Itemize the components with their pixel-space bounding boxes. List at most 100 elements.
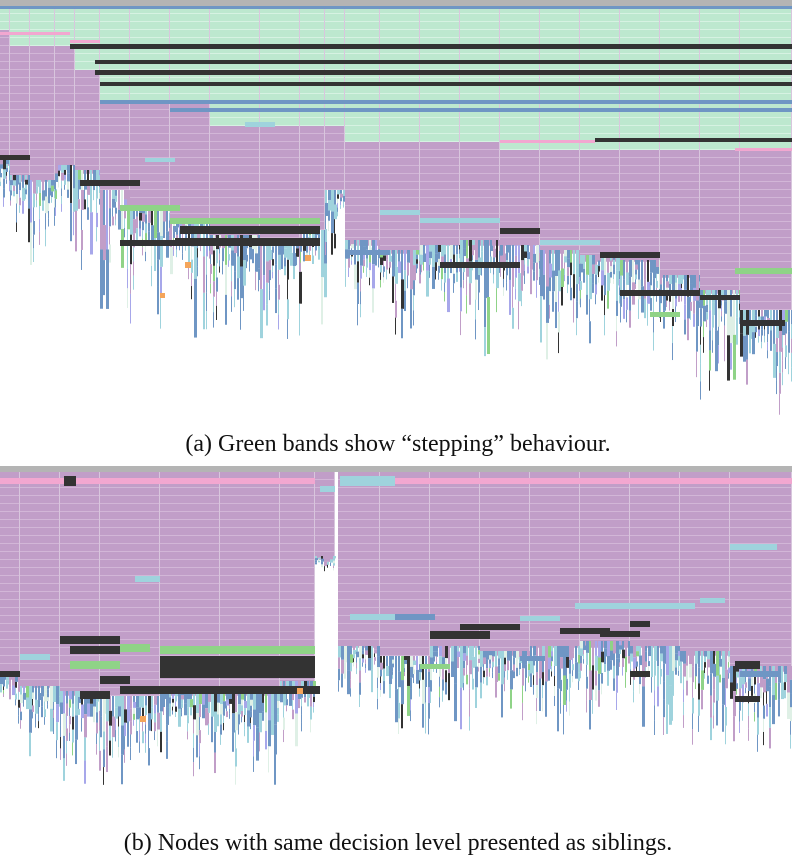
band (345, 158, 380, 166)
accent-block (80, 691, 110, 699)
root-segment (395, 250, 397, 267)
root-segment (692, 666, 694, 683)
band (740, 182, 792, 190)
root-segment (548, 669, 550, 681)
accent-block (340, 476, 395, 486)
band (55, 62, 75, 70)
root-segment (490, 245, 493, 252)
root-segment (439, 697, 440, 708)
root-segment (365, 646, 368, 651)
band (75, 94, 100, 102)
root-segment (778, 699, 780, 717)
root-segment (213, 265, 215, 282)
root-segment (653, 278, 655, 297)
band (540, 142, 580, 150)
band (620, 158, 660, 166)
band (660, 102, 700, 110)
root-segment (386, 269, 387, 280)
root-segment (569, 687, 570, 702)
band (130, 182, 170, 190)
root-segment (33, 193, 35, 208)
root-segment (448, 646, 450, 674)
band (540, 86, 580, 94)
accent-block (350, 250, 390, 255)
accent-block (500, 228, 540, 234)
root-segment (20, 720, 21, 729)
root-segment (413, 678, 414, 684)
root-segment (130, 708, 132, 722)
band (730, 568, 792, 576)
root-segment (124, 722, 126, 737)
root-segment (629, 276, 631, 294)
root-segment (48, 218, 49, 227)
root-segment (610, 260, 612, 267)
band (100, 150, 130, 158)
root-segment (478, 658, 480, 664)
root-segment (374, 649, 377, 654)
root-segment (423, 262, 424, 271)
root-segment (338, 657, 340, 669)
root-segment (179, 230, 181, 241)
root-segment (530, 245, 533, 270)
band (210, 198, 260, 206)
root-segment (626, 297, 628, 310)
root-segment (763, 731, 764, 746)
root-segment (29, 686, 32, 710)
root-segment (610, 650, 613, 661)
root-segment (338, 680, 339, 692)
band (30, 150, 55, 158)
root-segment (466, 240, 468, 259)
band (260, 198, 300, 206)
band (630, 528, 680, 536)
band (210, 118, 260, 126)
root-segment (60, 725, 61, 737)
root-segment (154, 713, 156, 723)
root-segment (69, 707, 70, 716)
root-segment (357, 303, 358, 326)
accent-block (600, 252, 660, 258)
root-segment (570, 250, 572, 263)
root-segment (770, 330, 772, 351)
root-segment (698, 683, 700, 700)
root-segment (656, 280, 658, 288)
root-segment (666, 294, 668, 301)
band (620, 222, 660, 230)
root-segment (395, 689, 398, 723)
root-segment (501, 684, 503, 718)
band (620, 38, 660, 46)
root-segment (145, 251, 146, 262)
root-segment (546, 286, 549, 323)
band (380, 86, 420, 94)
root-segment (353, 658, 354, 663)
root-segment (626, 309, 627, 323)
root-segment (247, 726, 249, 743)
root-segment (695, 676, 696, 690)
band (700, 150, 740, 158)
band (580, 22, 620, 30)
root-segment (583, 650, 584, 655)
band (660, 198, 700, 206)
band (0, 94, 10, 102)
band (740, 126, 792, 134)
root-segment (754, 702, 755, 713)
root-segment (788, 352, 789, 375)
root-segment (181, 707, 182, 713)
root-segment (623, 299, 625, 319)
band (0, 134, 10, 142)
root-segment (13, 175, 16, 181)
root-segment (595, 264, 598, 275)
root-segment (93, 170, 96, 181)
root-segment (644, 260, 646, 280)
band (130, 198, 170, 206)
root-segment (0, 168, 1, 174)
root-segment (182, 233, 183, 240)
root-segment (356, 651, 359, 658)
root-segment (112, 190, 115, 199)
root-segment (103, 696, 106, 714)
root-segment (560, 679, 562, 692)
root-segment (736, 688, 737, 695)
root-segment (118, 190, 120, 210)
root-segment (32, 686, 34, 693)
root-segment (561, 286, 563, 306)
root-segment (709, 350, 711, 371)
